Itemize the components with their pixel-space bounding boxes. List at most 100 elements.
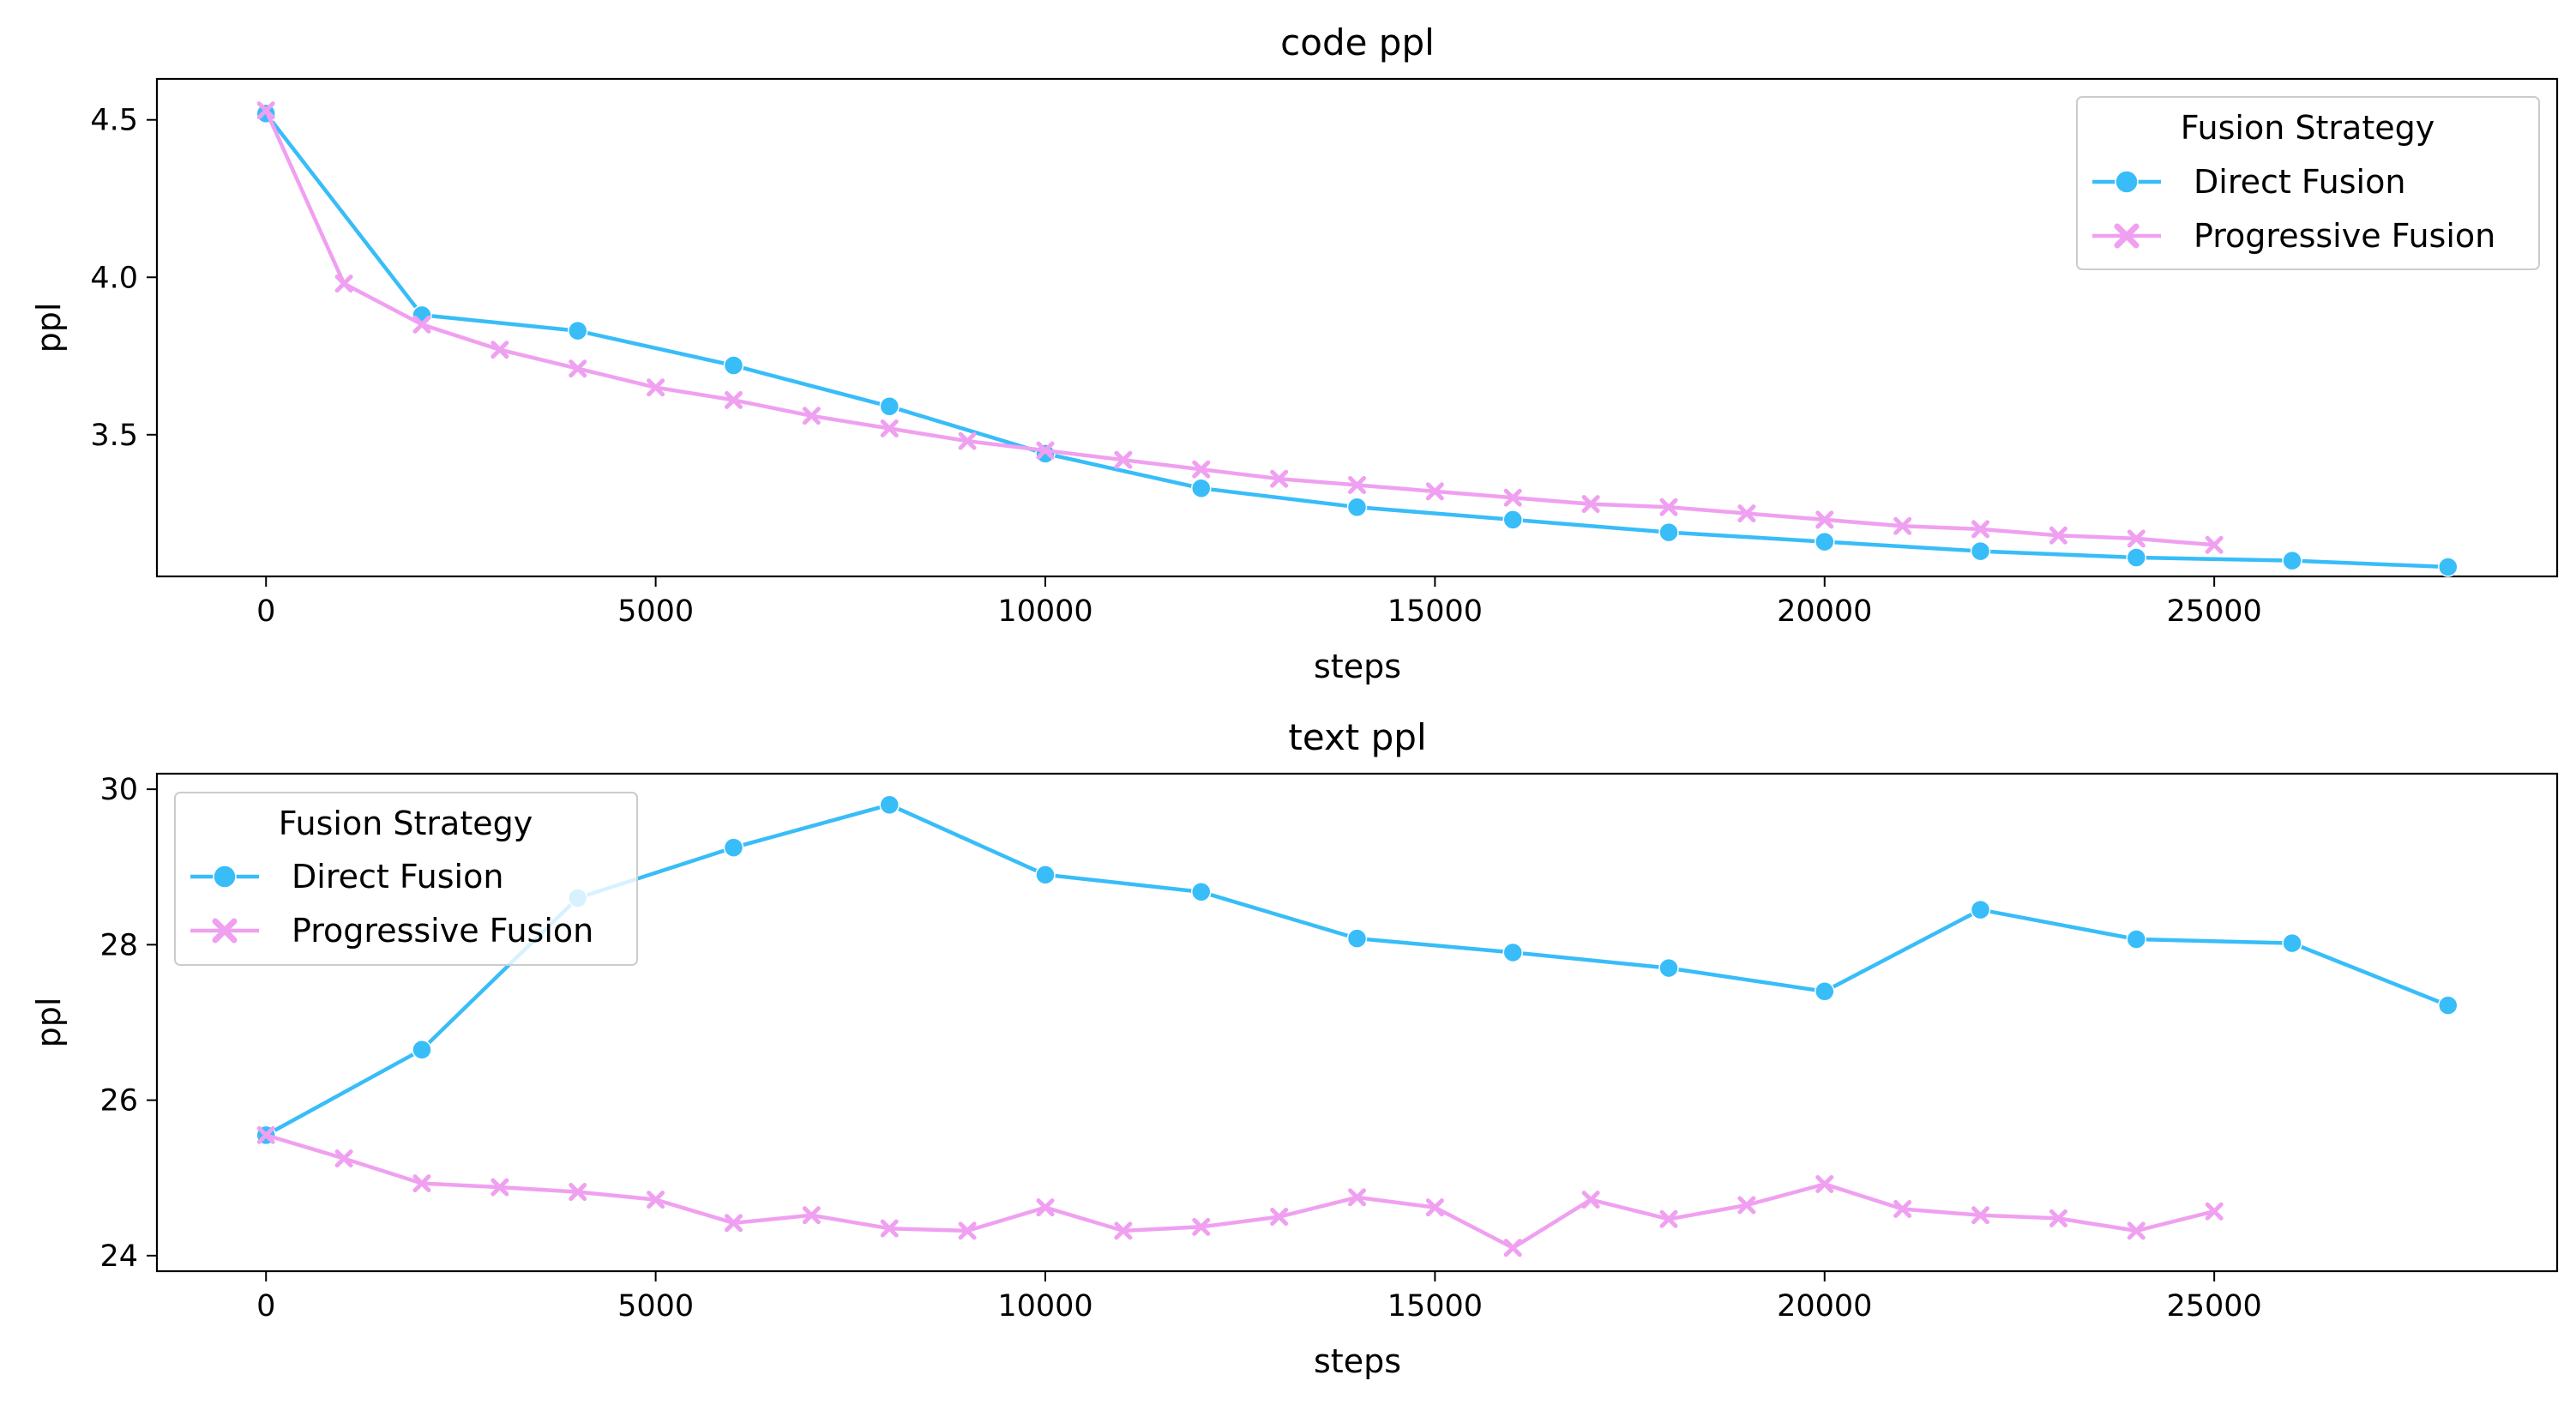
text-ppl-direct-point — [1190, 882, 1212, 902]
text-ppl-legend-progressive-marker — [212, 918, 238, 944]
text-ppl-legend-box — [174, 792, 638, 966]
text-ppl-progressive-point — [1815, 1175, 1834, 1193]
text-ppl-legend: Fusion Strategy Direct Fusion Progressiv… — [174, 792, 638, 966]
text-ppl-legend-progressive-label: Progressive Fusion — [292, 912, 593, 950]
code-ppl-legend-progressive-marker — [2114, 223, 2140, 249]
code-ppl-x-tick-label: 0 — [256, 594, 275, 629]
text-ppl-direct-point — [1658, 957, 1679, 979]
code-ppl-direct-point — [2126, 547, 2147, 568]
code-ppl-progressive-point — [647, 378, 665, 397]
text-ppl-direct-point — [2438, 995, 2459, 1016]
text-ppl-legend-direct-label: Direct Fusion — [292, 858, 503, 895]
text-ppl-progressive-point — [1893, 1200, 1912, 1218]
text-ppl-x-tick-label: 10000 — [997, 1289, 1092, 1324]
text-ppl-progressive-point — [1270, 1208, 1289, 1227]
text-ppl-progressive-point — [1737, 1196, 1756, 1215]
text-ppl-y-tick-label: 28 — [99, 928, 138, 962]
text-ppl-y-tick-label: 24 — [99, 1239, 138, 1274]
text-ppl-legend-direct-marker — [213, 865, 237, 889]
code-ppl-progressive-line — [264, 109, 2215, 547]
code-ppl-legend-progressive-label: Progressive Fusion — [2194, 217, 2495, 255]
text-ppl-y-tick-label: 26 — [99, 1084, 138, 1119]
text-ppl-progressive-point — [958, 1221, 977, 1240]
text-ppl-progressive-point — [1503, 1239, 1522, 1257]
text-ppl-x-tick-label: 5000 — [617, 1289, 694, 1324]
text-ppl-x-ticks: 0 5000 10000 15000 20000 25000 — [256, 1271, 2262, 1324]
text-ppl-progressive-point — [2205, 1202, 2224, 1221]
code-ppl-progressive-point — [724, 390, 743, 409]
text-ppl-x-tick-label: 0 — [256, 1289, 275, 1324]
text-ppl-x-tick-label: 15000 — [1387, 1289, 1483, 1324]
code-ppl-direct-point — [1190, 478, 1212, 498]
code-ppl-progressive-point — [256, 101, 275, 120]
code-ppl-x-axis-label: steps — [1314, 648, 1401, 685]
code-ppl-progressive-point — [2049, 526, 2067, 545]
code-ppl-y-tick-label: 4.5 — [90, 104, 138, 138]
text-ppl-progressive-point — [1581, 1191, 1600, 1209]
code-ppl-progressive-point — [1971, 520, 1990, 539]
text-ppl-progressive-point — [1192, 1217, 1211, 1236]
code-ppl-legend-title: Fusion Strategy — [2181, 109, 2435, 147]
text-ppl-x-tick-label: 25000 — [2166, 1289, 2261, 1324]
code-ppl-legend-direct-label: Direct Fusion — [2194, 163, 2405, 201]
text-ppl-progressive-point — [1114, 1221, 1133, 1240]
code-ppl-direct-point — [1502, 510, 1524, 530]
text-ppl-progressive-point — [724, 1214, 743, 1233]
code-ppl-x-tick-label: 20000 — [1777, 594, 1872, 629]
code-ppl-x-ticks: 0 5000 10000 15000 20000 25000 — [256, 576, 2262, 629]
text-ppl-direct-point — [1346, 928, 1368, 949]
code-ppl-y-tick-label: 3.5 — [90, 419, 138, 453]
code-ppl-panel: code ppl 0 5000 10000 15000 20000 25000 3.5 4.… — [30, 21, 2559, 685]
text-ppl-progressive-point — [256, 1125, 275, 1144]
code-ppl-title: code ppl — [1280, 21, 1435, 63]
code-ppl-x-tick-label: 5000 — [617, 594, 694, 629]
code-ppl-direct-point — [879, 396, 900, 417]
text-ppl-progressive-point — [491, 1178, 509, 1197]
code-ppl-direct-point — [1815, 531, 1835, 552]
text-ppl-x-axis-label: steps — [1314, 1342, 1401, 1380]
text-ppl-progressive-point — [1425, 1198, 1444, 1217]
code-ppl-direct-point — [1035, 443, 1056, 464]
code-ppl-direct-point — [723, 355, 744, 376]
code-ppl-plot-area — [155, 77, 2559, 578]
text-ppl-progressive-point — [880, 1219, 899, 1238]
code-ppl-progressive-point — [1581, 495, 1600, 514]
text-ppl-progressive-point — [802, 1206, 821, 1225]
text-ppl-progressive-point — [647, 1191, 665, 1209]
code-ppl-progressive-point — [1114, 450, 1133, 469]
code-ppl-progressive-point — [491, 341, 509, 359]
code-ppl-direct-point — [1970, 540, 1991, 562]
code-ppl-progressive-point — [1659, 497, 1678, 516]
text-ppl-progressive-point — [2049, 1209, 2067, 1227]
text-ppl-direct-point — [1815, 981, 1835, 1002]
code-ppl-legend: Fusion Strategy Direct Fusion Progressiv… — [2076, 96, 2540, 270]
code-ppl-legend-direct-marker — [2115, 170, 2139, 194]
code-ppl-progressive-point — [2205, 535, 2224, 554]
text-ppl-panel: text ppl 0 5000 10000 15000 20000 25000 24262… — [30, 716, 2559, 1380]
text-ppl-plot-area — [155, 772, 2559, 1273]
text-ppl-direct-point — [412, 1039, 432, 1060]
code-ppl-progressive-point — [1348, 476, 1366, 495]
text-ppl-direct-point — [1035, 865, 1056, 885]
text-ppl-title: text ppl — [1288, 716, 1426, 758]
code-ppl-progressive-point — [412, 315, 431, 334]
text-ppl-progressive-point — [1659, 1209, 1678, 1228]
text-ppl-direct-point — [1502, 942, 1524, 963]
text-ppl-direct-point — [1970, 899, 1991, 920]
text-ppl-y-tick-label: 30 — [99, 773, 138, 807]
text-ppl-y-axis-label: ppl — [30, 998, 68, 1048]
code-ppl-progressive-point — [1425, 482, 1444, 501]
code-ppl-y-axis-label: ppl — [30, 303, 68, 353]
code-ppl-progressive-point — [1815, 510, 1834, 529]
code-ppl-direct-point — [2282, 550, 2302, 571]
code-ppl-progressive-point — [1192, 460, 1211, 479]
text-ppl-y-ticks: 24 26 28 30 — [99, 773, 157, 1274]
text-ppl-x-tick-label: 20000 — [1777, 1289, 1872, 1324]
code-ppl-x-tick-label: 25000 — [2166, 594, 2261, 629]
code-ppl-progressive-point — [1503, 488, 1522, 507]
code-ppl-direct-point — [1346, 497, 1368, 517]
text-ppl-legend-title: Fusion Strategy — [279, 805, 533, 842]
code-ppl-progressive-point — [802, 407, 821, 425]
text-ppl-progressive-point — [2127, 1221, 2146, 1240]
